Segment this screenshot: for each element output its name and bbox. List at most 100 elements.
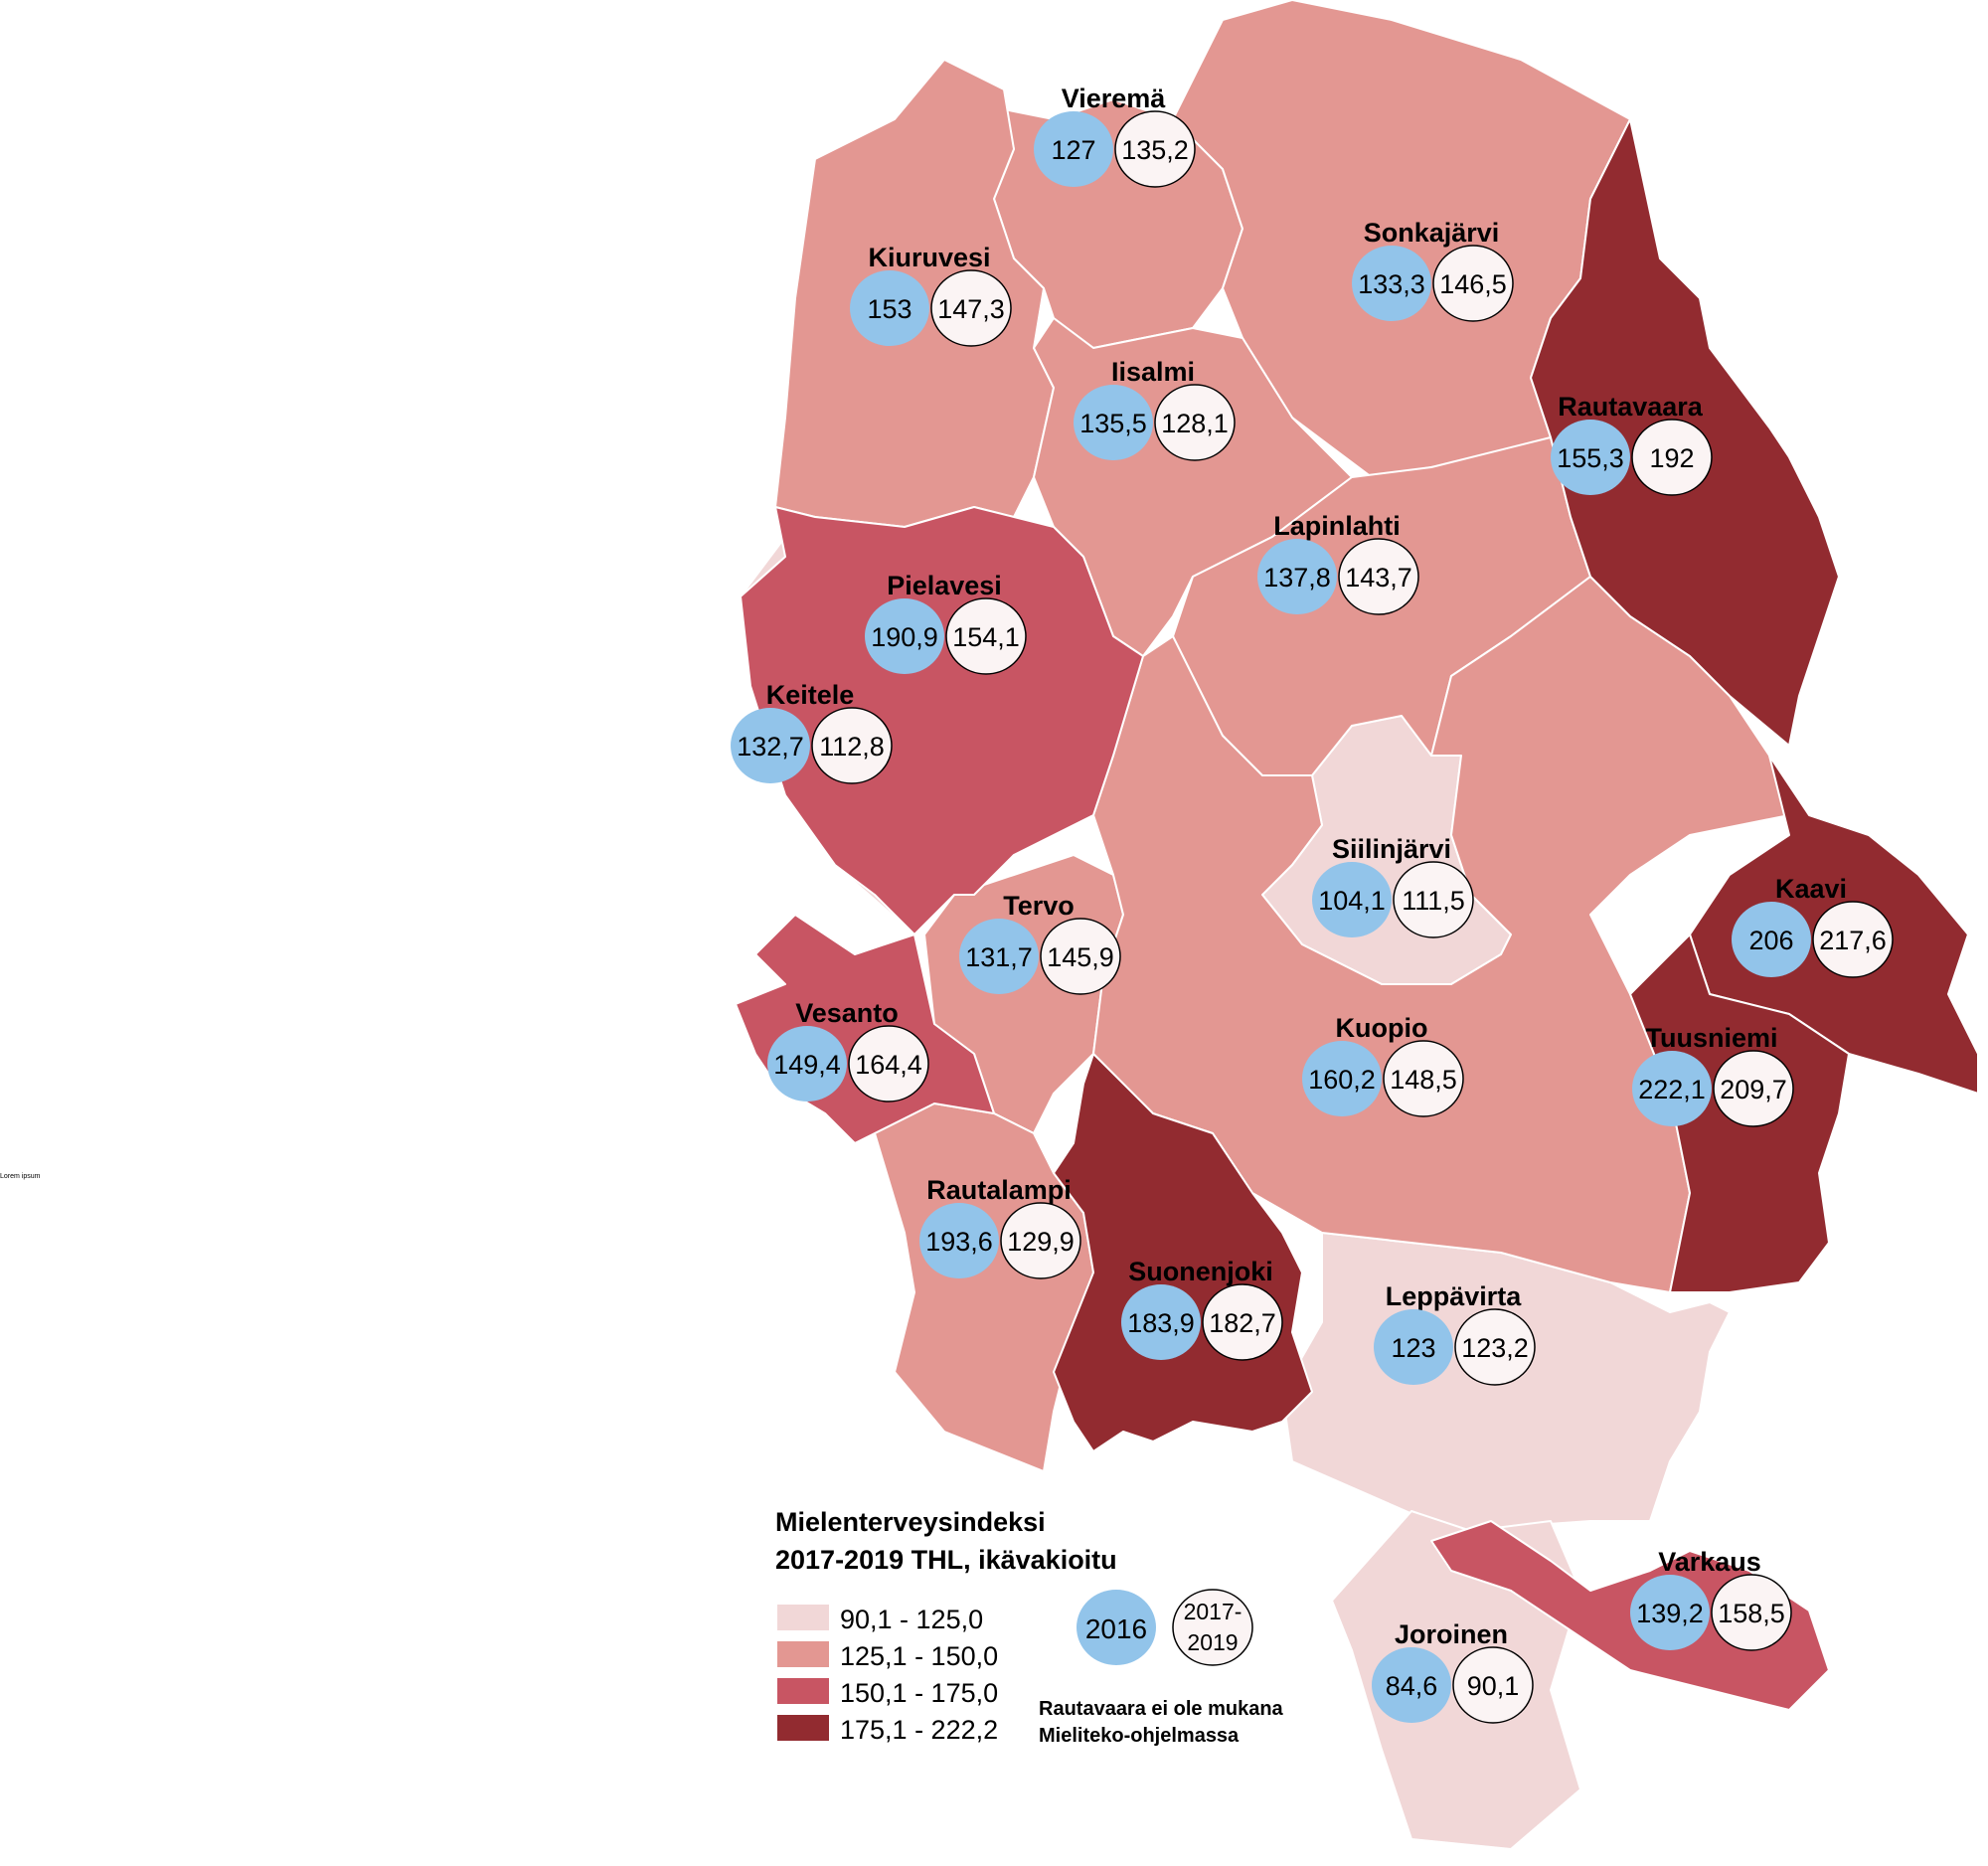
value-2016: 149,4 [773,1050,841,1080]
value-2016-circle [1732,902,1811,977]
value-2016-circle [919,1203,999,1278]
value-2017-2019: 154,1 [952,622,1020,652]
label-sonkajarvi: Sonkajärvi 133,3 146,5 [1352,218,1514,322]
municipality-name: Suonenjoki [1128,1257,1273,1286]
value-2016-circle [1121,1284,1201,1360]
value-2017-2019-circle [1114,110,1196,188]
label-kuopio: Kuopio 160,2 148,5 [1302,1013,1464,1117]
value-2017-2019: 135,2 [1121,135,1189,165]
region-varkaus[interactable] [1430,1520,1830,1711]
legend-key-white-circle [1172,1589,1253,1666]
label-suonenjoki: Suonenjoki 183,9 182,7 [1121,1257,1283,1361]
value-2017-2019-circle [1432,245,1514,322]
value-2017-2019-circle [1393,861,1474,938]
value-2016: 160,2 [1308,1065,1376,1095]
value-2016: 127 [1051,135,1095,165]
value-2016: 139,2 [1636,1599,1704,1628]
value-2017-2019-circle [1713,1050,1794,1127]
value-2016: 153 [867,294,911,324]
value-2016-circle [1074,385,1153,460]
value-2016: 131,7 [965,942,1033,972]
municipality-name: Sonkajärvi [1364,218,1500,248]
value-2016-circle [731,708,810,783]
value-2017-2019-circle [811,707,893,784]
region-rautalampi[interactable] [874,1103,1094,1472]
value-2016-circle [959,919,1039,994]
value-2017-2019: 147,3 [937,294,1005,324]
legend-title: Mielenterveysindeksi [775,1507,1046,1537]
municipality-name: Varkaus [1658,1547,1761,1577]
value-2017-2019: 146,5 [1439,269,1507,299]
value-2016: 190,9 [871,622,938,652]
legend-class-label: 175,1 - 222,2 [840,1715,998,1745]
value-2016: 132,7 [737,732,804,762]
value-2016-circle [1551,420,1630,495]
value-2016: 135,5 [1079,409,1147,438]
municipality-name: Iisalmi [1111,357,1195,387]
label-joroinen: Joroinen 84,6 90,1 [1372,1619,1534,1724]
municipality-name: Tuusniemi [1645,1023,1777,1053]
value-2017-2019-circle [1338,538,1419,615]
value-2017-2019: 143,7 [1345,563,1412,593]
municipality-name: Leppävirta [1386,1281,1523,1311]
municipality-name: Joroinen [1395,1619,1508,1649]
value-2017-2019-circle [1812,901,1894,978]
value-2017-2019-circle [1383,1040,1464,1117]
label-keitele: Keitele 132,7 112,8 [731,680,893,784]
value-2016: 123 [1391,1333,1435,1363]
legend-key-blue-label: 2016 [1085,1613,1147,1644]
legend-key-white-line1: 2017- [1184,1599,1242,1624]
value-2016-circle [850,270,929,346]
value-2017-2019-circle [1711,1574,1792,1651]
value-2016-circle [1632,1051,1712,1126]
value-2016: 133,3 [1358,269,1425,299]
value-2017-2019: 111,5 [1402,886,1465,916]
label-siilinjarvi: Siilinjärvi 104,1 111,5 [1312,834,1474,938]
legend-swatch [777,1678,829,1704]
label-rautalampi: Rautalampi 193,6 129,9 [919,1175,1081,1279]
municipality-name: Keitele [766,680,855,710]
value-2017-2019: 129,9 [1007,1227,1075,1257]
municipality-name: Vesanto [795,998,899,1028]
legend-classes: 90,1 - 125,0 125,1 - 150,0 150,1 - 175,0 17… [777,1605,998,1745]
municipality-name: Kuopio [1336,1013,1428,1043]
legend-key-white-line2: 2019 [1187,1629,1238,1655]
label-vierema: Vieremä 127 135,2 [1034,84,1196,188]
municipality-name: Rautavaara [1558,392,1704,422]
legend-swatch [777,1715,829,1741]
value-2017-2019-circle [945,597,1027,675]
legend-note-line1: Rautavaara ei ole mukana [1039,1698,1284,1720]
value-2016: 183,9 [1127,1308,1195,1338]
value-2016-circle [1034,111,1113,187]
value-2016-circle [1352,246,1431,321]
value-2016: 193,6 [925,1227,993,1257]
label-kaavi: Kaavi 206 217,6 [1732,874,1894,978]
label-kiuruvesi: Kiuruvesi 153 147,3 [850,243,1012,347]
label-tuusniemi: Tuusniemi 222,1 209,7 [1632,1023,1794,1127]
value-2017-2019: 164,4 [855,1050,922,1080]
value-2017-2019: 217,6 [1819,926,1887,955]
value-2017-2019: 148,5 [1390,1065,1457,1095]
municipality-name: Siilinjärvi [1332,834,1451,864]
value-2017-2019: 158,5 [1718,1599,1785,1628]
municipality-labels: Vieremä 127 135,2 Kiuruvesi 153 147,3 Sonkajär… [731,84,1894,1724]
legend-class-label: 125,1 - 150,0 [840,1641,998,1671]
value-2017-2019-circle [1154,384,1236,461]
municipality-name: Kaavi [1775,874,1847,904]
municipality-name: Kiuruvesi [868,243,990,272]
value-2017-2019: 182,7 [1209,1308,1276,1338]
municipality-name: Tervo [1003,891,1075,921]
value-2017-2019-circle [848,1025,929,1103]
value-2017-2019-circle [1631,419,1713,496]
value-2016-circle [1374,1309,1453,1385]
legend-note-line2: Mieliteko-ohjelmassa [1039,1725,1240,1747]
value-2017-2019-circle [1454,1308,1536,1386]
legend-swatch [777,1605,829,1630]
value-2017-2019-circle [1000,1202,1081,1279]
municipality-name: Rautalampi [926,1175,1072,1205]
value-2016: 104,1 [1318,886,1386,916]
corner-text: Lorem ipsum [0,1173,41,1180]
value-2017-2019: 112,8 [819,732,885,762]
value-2017-2019: 192 [1649,443,1694,473]
